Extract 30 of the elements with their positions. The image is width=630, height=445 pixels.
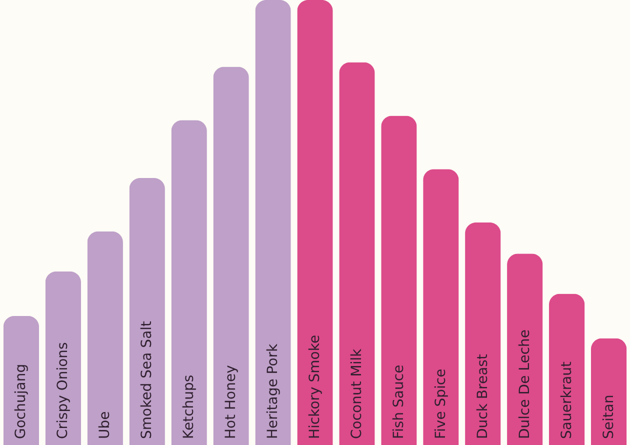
x-tick-label: Fish Sauce <box>390 364 407 439</box>
bar <box>465 222 501 445</box>
bar <box>423 169 459 445</box>
bar <box>548 294 585 445</box>
bar <box>507 254 543 445</box>
x-tick-label: Duck Breast <box>474 354 491 439</box>
x-tick-label: Coconut Milk <box>348 348 365 439</box>
x-tick-label: Gochujang <box>13 364 30 439</box>
bar <box>213 66 249 445</box>
x-tick-label: Ube <box>97 411 114 439</box>
x-tick-label: Seitan <box>600 394 617 439</box>
x-tick-label: Dulce De Leche <box>516 330 533 439</box>
x-tick-label: Heritage Pork <box>265 342 282 439</box>
x-tick-label: Hickory Smoke <box>307 334 323 439</box>
bar <box>87 231 123 445</box>
x-tick-label: Smoked Sea Salt <box>139 320 156 439</box>
x-tick-label: Crispy Onions <box>55 342 72 439</box>
x-tick-label: Sauerkraut <box>558 360 575 439</box>
bar <box>171 120 207 445</box>
bar <box>129 178 165 445</box>
bar <box>590 338 627 445</box>
x-tick-label: Ketchups <box>181 374 198 439</box>
bar <box>3 316 40 445</box>
x-tick-label: Five Spice <box>432 368 449 439</box>
bar <box>45 271 82 445</box>
bar <box>297 0 333 445</box>
bar <box>381 116 417 445</box>
bar <box>339 62 375 445</box>
bar <box>255 0 291 445</box>
x-tick-label: Hot Honey <box>223 365 240 439</box>
